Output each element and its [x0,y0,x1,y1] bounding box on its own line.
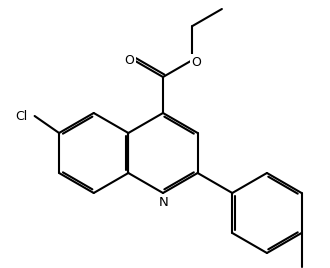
Text: O: O [125,54,135,66]
Text: O: O [191,55,201,69]
Text: N: N [159,195,169,209]
Text: Cl: Cl [16,110,28,124]
